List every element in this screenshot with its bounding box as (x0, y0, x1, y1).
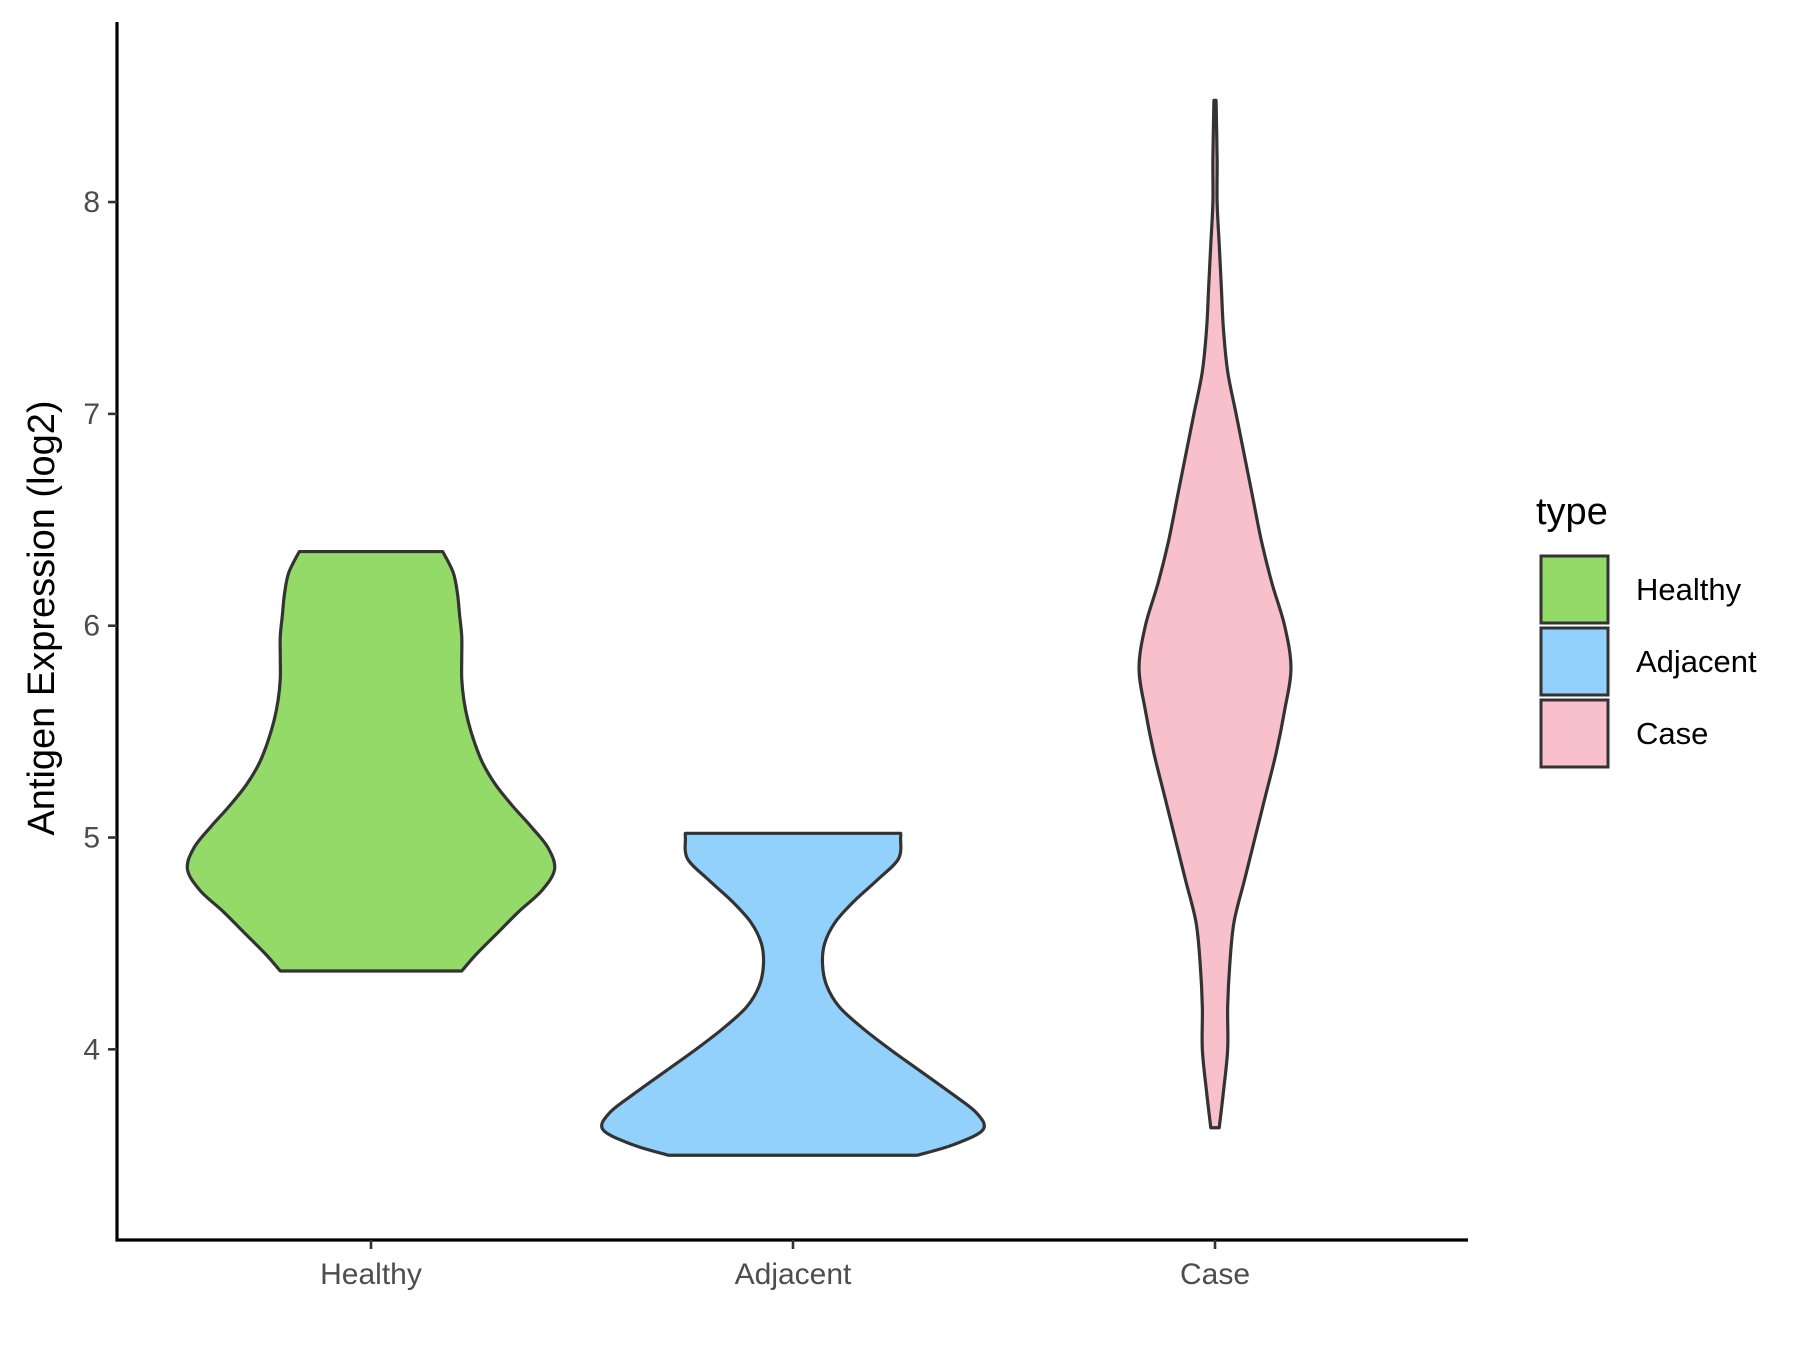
violin-adjacent (600, 831, 986, 1157)
x-tick-label-healthy: Healthy (320, 1258, 422, 1291)
legend-key-healthy (1539, 554, 1610, 625)
legend-title: type (1536, 491, 1608, 533)
legend-key-case (1539, 698, 1610, 769)
plot-area (185, 98, 1293, 1157)
violin-case (1137, 98, 1293, 1130)
x-tick-label-case: Case (1180, 1258, 1250, 1291)
legend-label-case: Case (1636, 716, 1708, 751)
y-axis-title: Antigen Expression (log2) (21, 400, 63, 835)
legend: type Healthy Adjacent Case (1536, 491, 1757, 769)
y-tick-label: 7 (83, 398, 100, 431)
violin-healthy (185, 549, 557, 973)
axes: 4 5 6 7 8 Healthy Adjacent Case (83, 22, 1468, 1291)
y-tick-label: 4 (83, 1033, 100, 1066)
y-tick-label: 6 (83, 610, 100, 643)
legend-label-adjacent: Adjacent (1636, 644, 1757, 679)
y-tick-label: 8 (83, 186, 100, 219)
y-tick-label: 5 (83, 822, 100, 855)
legend-key-adjacent (1539, 626, 1610, 697)
legend-label-healthy: Healthy (1636, 572, 1742, 607)
x-tick-label-adjacent: Adjacent (735, 1258, 852, 1291)
